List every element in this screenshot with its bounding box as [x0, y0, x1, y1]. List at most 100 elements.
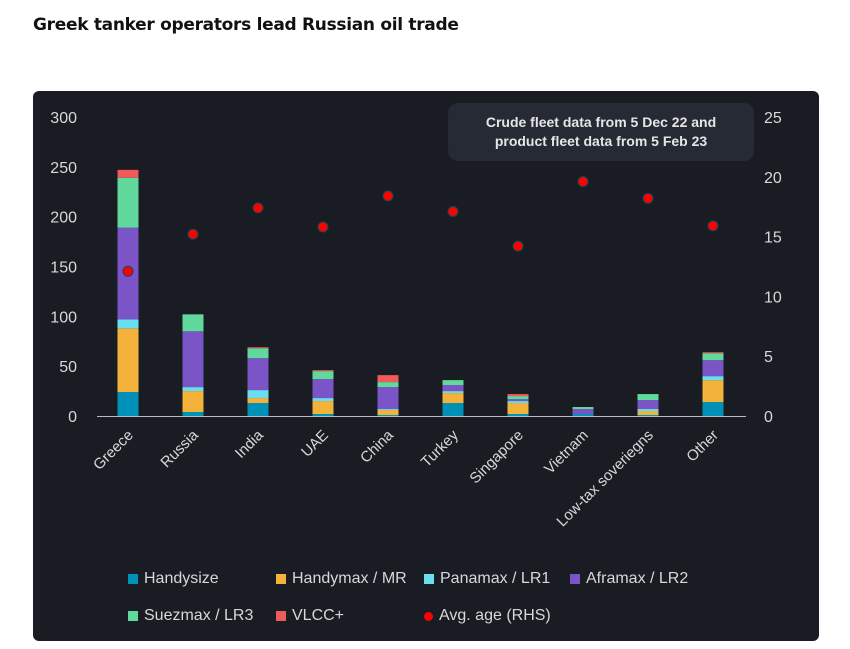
chart-title: Greek tanker operators lead Russian oil … [33, 15, 459, 35]
bar-segment [702, 353, 724, 361]
bar-segment [117, 177, 139, 228]
bar-segment [312, 370, 334, 372]
avg-age-point [707, 220, 719, 232]
bar-segment [637, 394, 659, 401]
legend-label: Handysize [144, 570, 219, 587]
bar-segment [377, 375, 399, 383]
chart-panel [33, 91, 819, 641]
bar-segment [247, 348, 269, 359]
bar-segment [507, 414, 529, 416]
bar-segment [117, 328, 139, 393]
right-axis-tick-label: 0 [764, 409, 773, 426]
avg-age-point [122, 265, 134, 277]
bar-segment [637, 400, 659, 410]
legend-item: Handymax / MR [276, 570, 407, 588]
legend-label: VLCC+ [292, 607, 345, 624]
data-note: Crude fleet data from 5 Dec 22 and produ… [448, 103, 754, 161]
avg-age-point [187, 228, 199, 240]
bar-segment [507, 403, 529, 415]
legend-label: Handymax / MR [292, 570, 407, 587]
avg-age-point [447, 205, 459, 217]
avg-age-point [512, 240, 524, 252]
bar-segment [182, 387, 204, 392]
bar-segment [247, 398, 269, 404]
bar-segment [442, 393, 464, 404]
bar-segment [637, 409, 659, 412]
bar-segment [572, 407, 594, 410]
left-axis-tick-label: 250 [50, 160, 77, 177]
bar-segment [247, 390, 269, 399]
legend-label: Panamax / LR1 [440, 570, 551, 587]
bar-segment [442, 403, 464, 416]
left-axis-tick-label: 300 [50, 110, 77, 127]
legend-item: Panamax / LR1 [424, 570, 550, 588]
legend-swatch [276, 574, 286, 584]
bar-segment [182, 314, 204, 332]
legend-item: Avg. age (RHS) [424, 607, 551, 625]
right-axis-tick-label: 15 [764, 230, 782, 247]
legend-label: Suezmax / LR3 [144, 607, 254, 624]
legend-swatch [128, 611, 138, 621]
right-axis-tick-label: 5 [764, 349, 773, 366]
bar-segment [117, 169, 139, 178]
bar-segment [702, 352, 724, 354]
bar-segment [377, 409, 399, 411]
bar-segment [182, 412, 204, 416]
bar-segment [377, 382, 399, 388]
bar-segment [312, 401, 334, 415]
bar-segment [507, 401, 529, 404]
avg-age-point [382, 190, 394, 202]
avg-age-point [577, 176, 589, 188]
right-axis-tick-label: 25 [764, 110, 782, 127]
left-axis-tick-label: 150 [50, 260, 77, 277]
legend-item: Aframax / LR2 [570, 570, 688, 588]
avg-age-point [252, 202, 264, 214]
bar-segment [702, 380, 724, 403]
legend-label: Aframax / LR2 [586, 570, 689, 587]
category-label: UAE [298, 427, 332, 461]
bar-segment [312, 371, 334, 380]
category-label: India [232, 426, 267, 461]
bar-segment [572, 414, 594, 416]
category-label: Vietnam [541, 427, 592, 478]
left-axis-tick-label: 0 [68, 409, 77, 426]
bar-segment [702, 376, 724, 381]
data-note-text: Crude fleet data from 5 Dec 22 and produ… [485, 114, 717, 149]
legend-label: Avg. age (RHS) [439, 607, 551, 624]
bar-segment [507, 394, 529, 397]
left-axis-tick-label: 200 [50, 210, 77, 227]
legend-swatch [128, 574, 138, 584]
right-axis-tick-label: 20 [764, 170, 782, 187]
bar-segment [377, 410, 399, 416]
legend-item: Handysize [128, 570, 219, 588]
bar-segment [247, 347, 269, 349]
legend-swatch [570, 574, 580, 584]
bar-segment [442, 385, 464, 392]
category-label: Singapore [466, 427, 526, 487]
bar-segment [312, 379, 334, 399]
bar-segment [312, 398, 334, 402]
bar-segment [377, 415, 399, 416]
bar-segment [182, 391, 204, 413]
bar-segment [702, 402, 724, 416]
bar-segment [182, 331, 204, 388]
category-label: China [357, 426, 397, 466]
legend-dot-icon [424, 611, 433, 621]
bar-segment [442, 391, 464, 394]
bar-segment [312, 414, 334, 416]
bar-segment [637, 415, 659, 416]
category-label: Other [683, 427, 722, 466]
bar-segment [637, 411, 659, 416]
avg-age-point [317, 221, 329, 233]
bar-segment [247, 358, 269, 391]
category-label: Turkey [418, 426, 462, 470]
bar-segment [442, 380, 464, 386]
legend-item: VLCC+ [276, 607, 344, 625]
left-axis-tick-label: 100 [50, 309, 77, 326]
legend-swatch [276, 611, 286, 621]
legend-item: Suezmax / LR3 [128, 607, 253, 625]
category-label: Greece [90, 427, 137, 474]
bar-segment [507, 399, 529, 402]
bar-segment [572, 409, 594, 415]
